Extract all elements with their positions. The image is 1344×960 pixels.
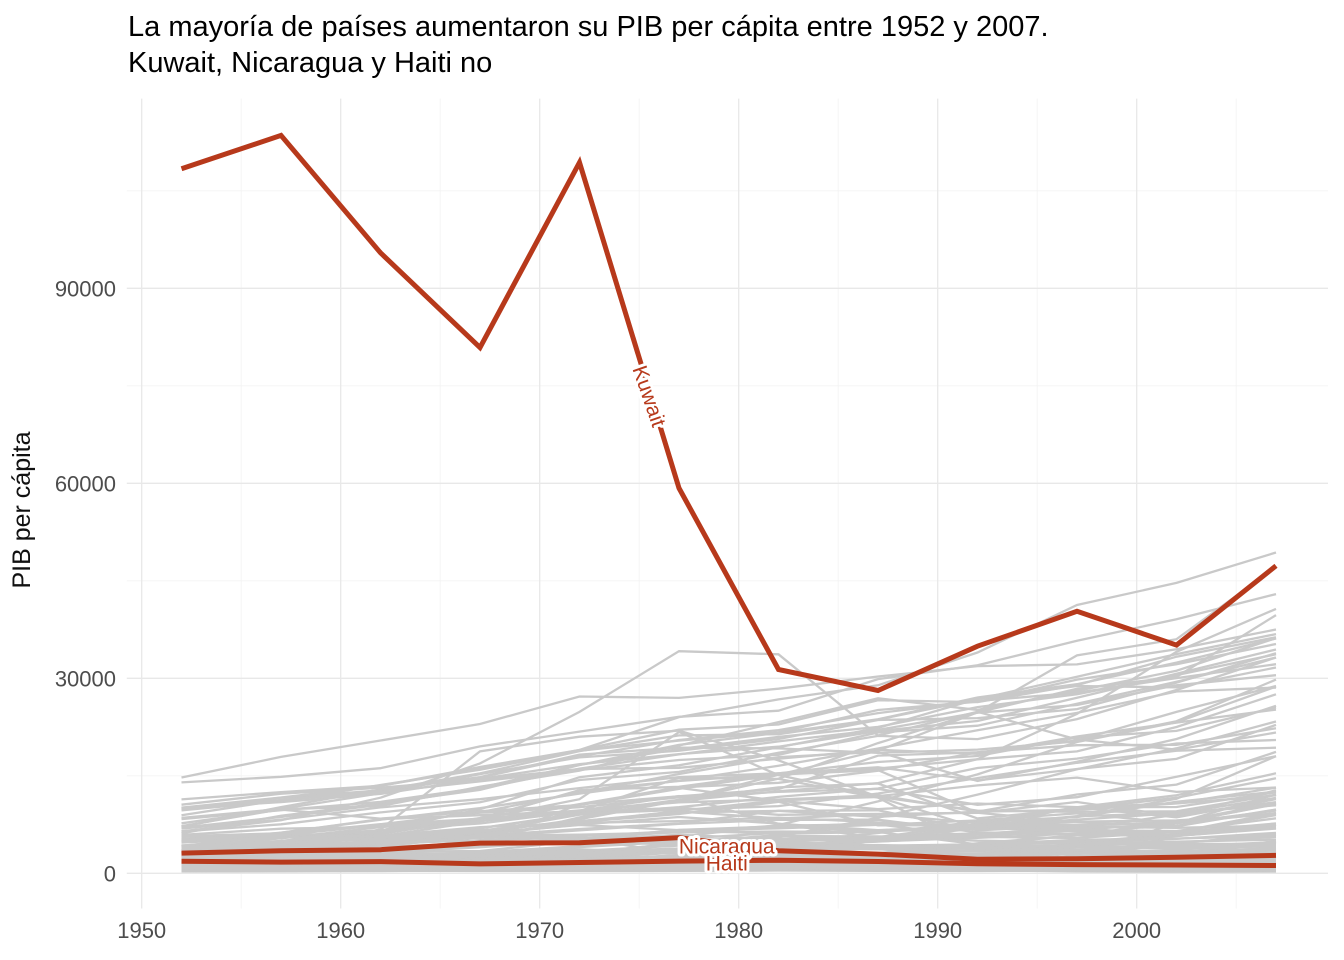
country-line	[181, 723, 1277, 830]
plot-title-line-2: Kuwait, Nicaragua y Haiti no	[128, 47, 493, 79]
country-line	[181, 803, 1277, 840]
country-line	[181, 704, 1277, 848]
y-tick-label-90000: 90000	[55, 276, 116, 301]
y-tick-label-0: 0	[104, 861, 116, 886]
country-line	[181, 592, 1277, 784]
x-tick-label-1980: 1980	[714, 918, 763, 943]
background-country-lines	[181, 551, 1277, 873]
country-line	[181, 786, 1277, 825]
x-tick-label-1970: 1970	[515, 918, 564, 943]
y-tick-label-60000: 60000	[55, 471, 116, 496]
country-line	[181, 794, 1277, 855]
country-line	[181, 652, 1277, 820]
plot-title: La mayoría de países aumentaron su PIB p…	[128, 9, 1049, 81]
plot-title-line-1: La mayoría de países aumentaron su PIB p…	[128, 11, 1049, 43]
nicaragua-line	[181, 835, 1277, 862]
country-line	[181, 727, 1277, 863]
highlighted-country-lines	[180, 132, 1278, 868]
haiti-line	[181, 857, 1277, 868]
y-axis-tick-labels: 0 30000 60000 90000	[55, 276, 116, 886]
x-tick-label-1990: 1990	[913, 918, 962, 943]
country-line	[181, 632, 1277, 817]
x-tick-label-2000: 2000	[1112, 918, 1161, 943]
country-line	[181, 650, 1277, 833]
x-tick-label-1950: 1950	[117, 918, 166, 943]
y-axis-title: PIB per cápita	[8, 431, 36, 588]
country-line	[181, 551, 1277, 809]
x-axis-tick-labels: 1950 1960 1970 1980 1990 2000	[117, 918, 1161, 943]
country-line	[181, 628, 1277, 779]
kuwait-line	[180, 132, 1278, 694]
haiti-label: Haiti	[706, 853, 748, 876]
x-tick-label-1960: 1960	[316, 918, 365, 943]
kuwait-label: Kuwait	[628, 363, 670, 430]
country-line	[181, 768, 1277, 852]
y-tick-label-30000: 30000	[55, 666, 116, 691]
nicaragua-label: Nicaragua	[679, 836, 775, 859]
country-line	[181, 866, 1277, 872]
country-line	[181, 686, 1277, 843]
country-line	[181, 656, 1277, 810]
country-line	[181, 755, 1277, 855]
